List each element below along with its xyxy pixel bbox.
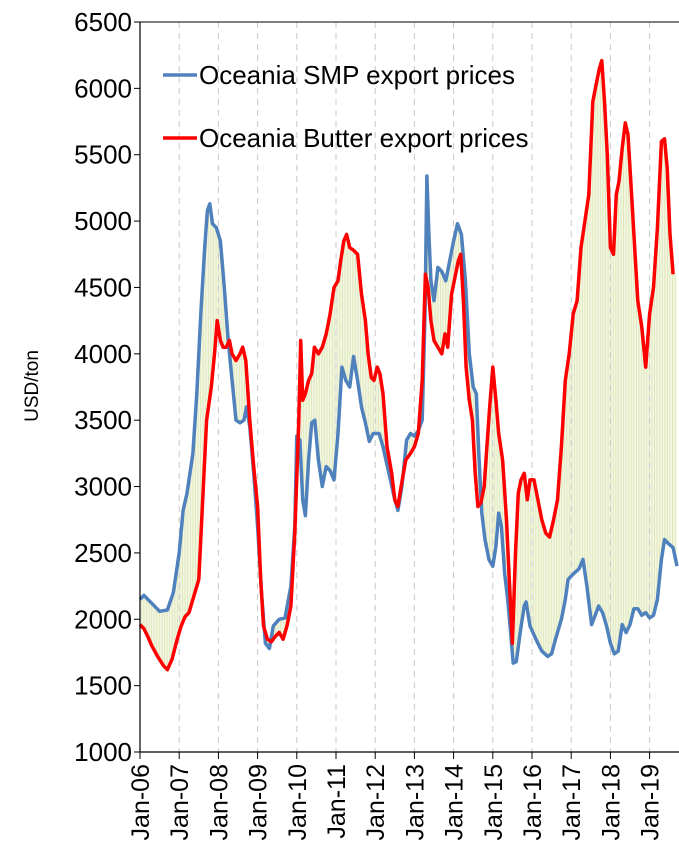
x-tick-label: Jan-19 <box>637 764 665 840</box>
y-axis-label: USD/ton <box>22 350 43 422</box>
x-tick-labels: Jan-06 Jan-07 Jan-08 Jan-09 Jan-10 Jan-11 Jan-… <box>127 764 665 841</box>
y-tick-label: 2000 <box>74 604 132 634</box>
x-tick-label: Jan-06 <box>127 764 155 840</box>
x-tick-label: Jan-16 <box>519 764 547 840</box>
x-tick-label: Jan-18 <box>597 764 625 840</box>
axes <box>139 21 679 753</box>
legend-label-smp: Oceania SMP export prices <box>199 60 515 90</box>
y-tick-label: 1500 <box>74 671 132 701</box>
y-tick-label: 4000 <box>74 339 132 369</box>
legend-label-butter: Oceania Butter export prices <box>199 123 529 153</box>
y-tick-label: 3000 <box>74 472 132 502</box>
x-tick-label: Jan-07 <box>166 764 194 840</box>
butter-price-line <box>138 58 675 672</box>
x-tick-label: Jan-11 <box>323 764 351 839</box>
x-tick-label: Jan-12 <box>362 764 390 840</box>
x-tick-label: Jan-08 <box>205 764 233 840</box>
x-tick-label: Jan-15 <box>480 764 508 840</box>
y-tick-labels: 6500 6000 5500 5000 4500 4000 3500 3000 2500 2000… <box>74 7 140 767</box>
y-tick-label: 1000 <box>74 737 132 767</box>
y-tick-label: 2500 <box>74 538 132 568</box>
y-tick-label: 3500 <box>74 405 132 435</box>
x-tick-label: Jan-14 <box>441 764 469 841</box>
x-tick-label: Jan-09 <box>245 764 273 840</box>
x-tick-label: Jan-13 <box>401 764 429 840</box>
y-tick-label: 6500 <box>74 7 132 37</box>
y-tick-label: 5500 <box>74 140 132 170</box>
y-tick-label: 5000 <box>74 206 132 236</box>
smp-price-line <box>138 174 679 665</box>
y-tick-label: 6000 <box>74 73 132 103</box>
series-lines <box>138 58 679 672</box>
y-tick-label: 4500 <box>74 272 132 302</box>
x-tick-label: Jan-17 <box>558 764 586 840</box>
legend: Oceania SMP export prices Oceania Butter… <box>163 60 529 153</box>
x-tick-label: Jan-10 <box>284 764 312 840</box>
